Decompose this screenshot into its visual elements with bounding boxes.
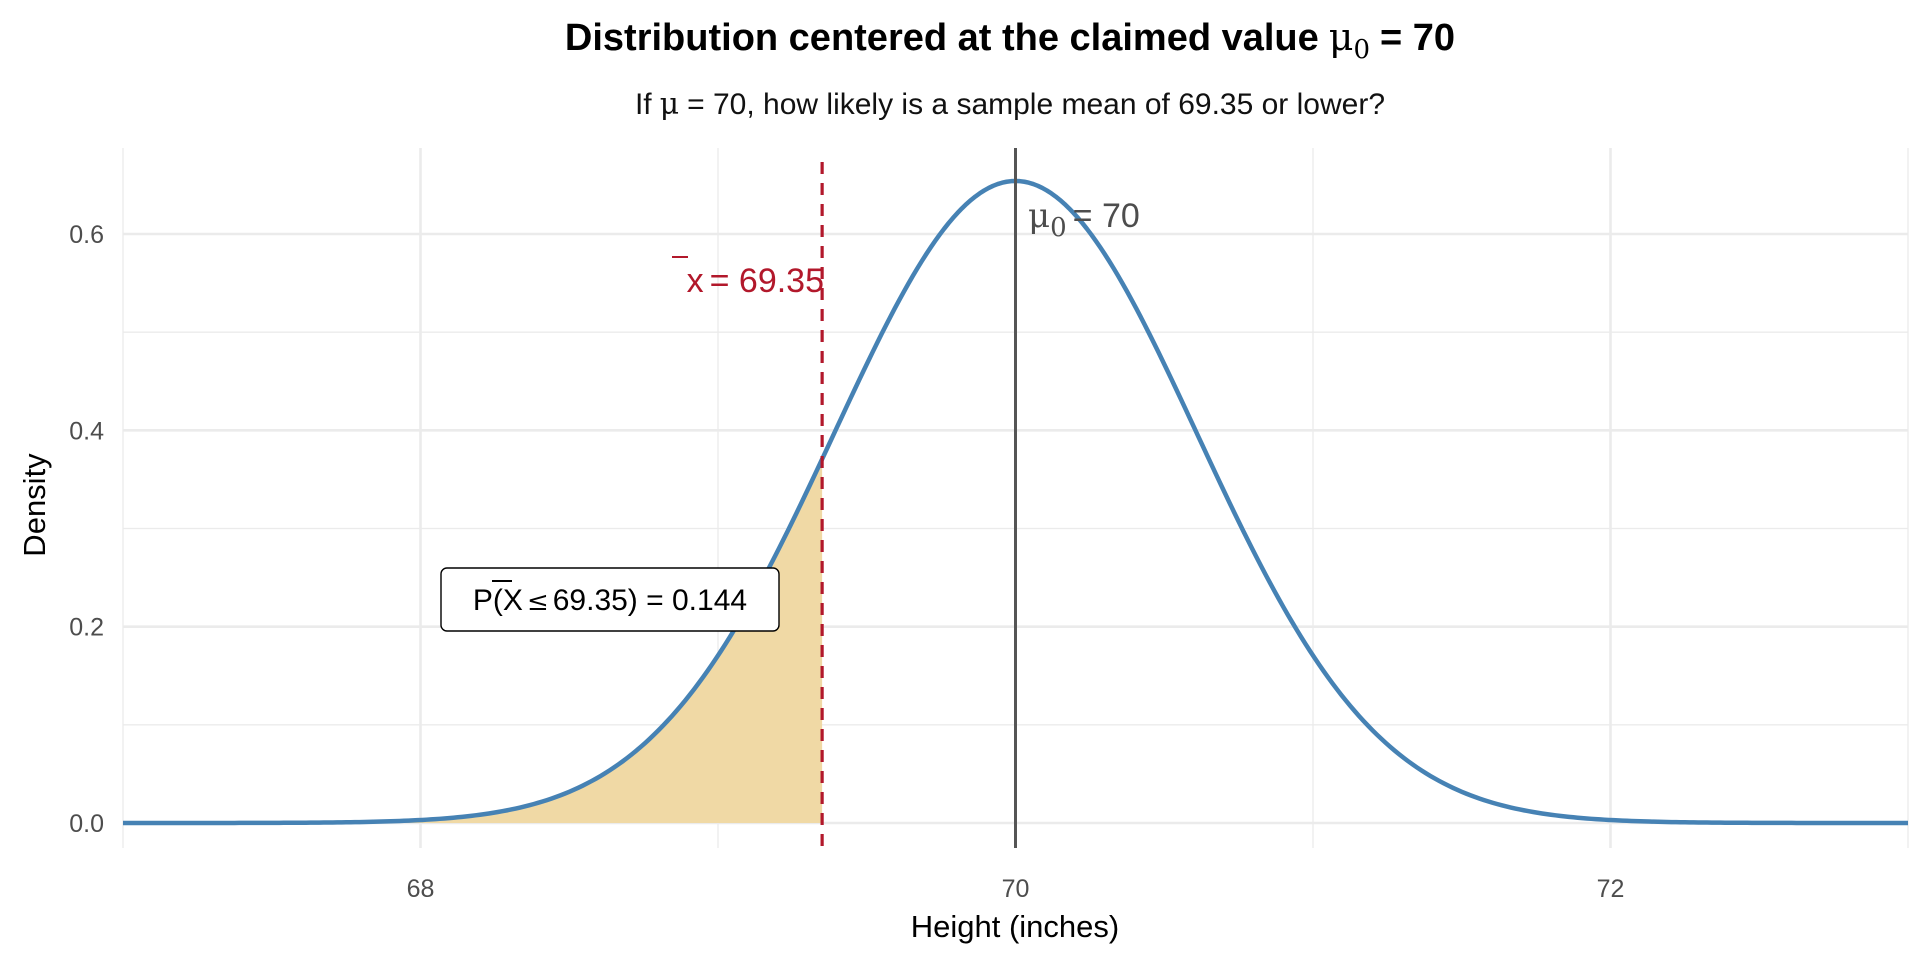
y-tick-label: 0.4	[69, 417, 104, 445]
x-tick-label: 72	[1597, 875, 1625, 903]
y-axis-title: Density	[17, 453, 52, 557]
xbar-annotation: x = 69.35	[672, 256, 824, 300]
chart-subtitle: If μ = 70, how likely is a sample mean of …	[635, 87, 1385, 122]
chart-title: Distribution centered at the claimed val…	[565, 15, 1455, 65]
mu0-annotation: μ0 = 70	[1028, 196, 1140, 243]
probability-label-text: P(X ≤69.35) = 0.144	[473, 584, 747, 617]
probability-label: P(X ≤69.35) = 0.144	[440, 567, 780, 632]
x-tick-label: 68	[407, 875, 435, 903]
shaded-tail-area	[123, 459, 823, 823]
probability-label-box	[440, 567, 780, 632]
x-axis-ticks: 68 70 72	[407, 875, 1625, 903]
x-tick-label: 70	[1002, 875, 1030, 903]
xbar-label: x = 69.35	[687, 262, 824, 300]
y-axis-ticks: 0.0 0.2 0.4 0.6	[69, 221, 104, 838]
y-tick-label: 0.6	[69, 221, 104, 249]
y-tick-label: 0.2	[69, 614, 104, 642]
x-axis-title: Height (inches)	[911, 909, 1119, 944]
y-tick-label: 0.0	[69, 810, 104, 838]
